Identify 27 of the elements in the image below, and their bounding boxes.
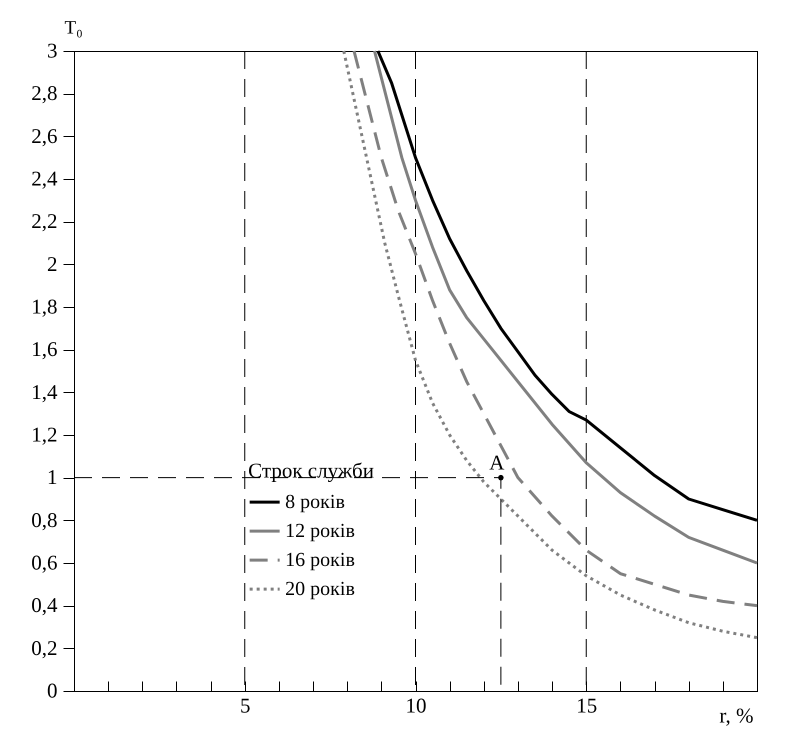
annotation: A	[489, 450, 506, 475]
x-tick-label: 5	[240, 694, 250, 718]
x-tick-label: 10	[406, 694, 426, 718]
y-tick-label: 2,2	[31, 209, 58, 234]
y-tick-label: 1,2	[31, 422, 58, 446]
y-tick-label: 0,8	[31, 508, 58, 532]
y-axis-title: T₀	[64, 18, 83, 38]
y-tick-label: 0,4	[31, 593, 58, 618]
y-tick-label: 2,6	[31, 124, 58, 148]
legend-label: 12 років	[285, 520, 355, 542]
legend-title: Строк служби	[248, 458, 374, 483]
y-tick-label: 0,6	[31, 550, 58, 574]
y-tick-label: 1,8	[31, 294, 58, 318]
x-tick-label: 15	[576, 694, 598, 718]
y-tick-label: 2,4	[31, 166, 58, 190]
y-tick-label: 1	[47, 465, 58, 490]
y-tick-label: 0	[47, 678, 58, 702]
y-tick-label: 2	[47, 252, 58, 276]
legend-label: 8 років	[285, 491, 345, 514]
legend-label: 16 років	[285, 549, 355, 572]
y-tick-label: 1,6	[31, 337, 58, 362]
x-axis-title: r, %	[719, 704, 754, 728]
y-tick-label: 0,2	[31, 636, 58, 660]
y-tick-label: 1,4	[31, 380, 58, 404]
legend-label: 20 років	[285, 578, 355, 600]
y-tick-label: 3	[47, 38, 58, 62]
y-tick-label: 2,8	[31, 81, 58, 106]
